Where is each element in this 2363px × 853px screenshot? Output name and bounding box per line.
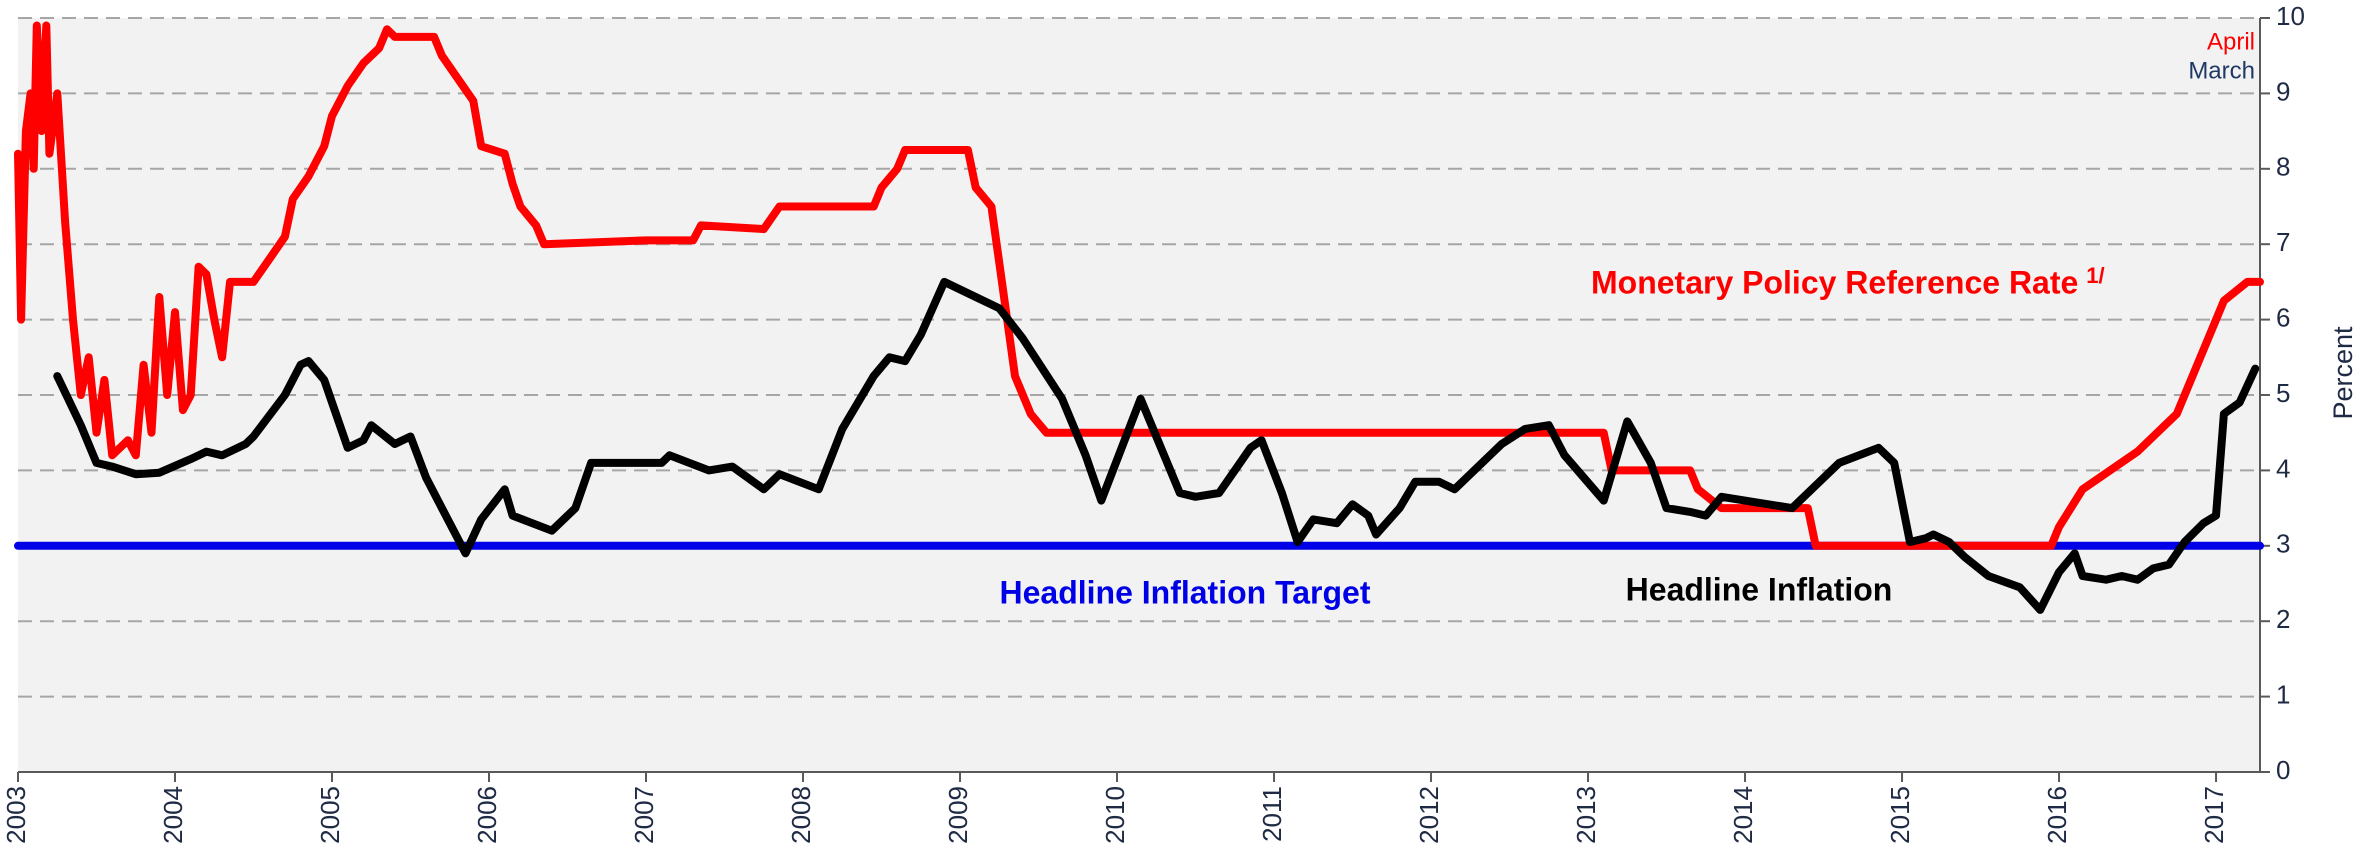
x-tick-label: 2017	[2199, 786, 2229, 844]
y-tick-label: 4	[2276, 453, 2290, 483]
x-tick-label: 2003	[1, 786, 31, 844]
y-tick-label: 10	[2276, 1, 2305, 31]
x-tick-label: 2011	[1257, 786, 1287, 842]
x-tick-label: 2012	[1414, 786, 1444, 844]
plot-area	[18, 18, 2260, 772]
y-tick-label: 0	[2276, 755, 2290, 785]
x-tick-label: 2015	[1885, 786, 1915, 844]
legend-note: April	[2207, 28, 2255, 55]
y-tick-label: 7	[2276, 227, 2290, 257]
y-tick-label: 3	[2276, 529, 2290, 559]
x-tick-label: 2010	[1100, 786, 1130, 844]
series-label: Headline Inflation	[1626, 571, 1893, 607]
y-tick-label: 8	[2276, 152, 2290, 182]
x-tick-label: 2004	[158, 786, 188, 844]
y-tick-label: 1	[2276, 679, 2290, 709]
x-tick-label: 2009	[943, 786, 973, 844]
x-tick-label: 2005	[315, 786, 345, 844]
y-tick-label: 5	[2276, 378, 2290, 408]
y-tick-label: 2	[2276, 604, 2290, 634]
x-tick-label: 2016	[2042, 786, 2072, 844]
series-label: Monetary Policy Reference Rate	[1591, 264, 2078, 300]
x-tick-label: 2008	[786, 786, 816, 844]
series-line	[53, 277, 2260, 614]
legend-note: March	[2188, 57, 2255, 84]
x-tick-label: 2006	[472, 786, 502, 844]
series-line	[14, 21, 2264, 550]
footnote-mark: 1/	[2086, 263, 2104, 288]
x-tick-label: 2014	[1728, 786, 1758, 844]
y-axis-label: Percent	[2328, 326, 2358, 420]
y-tick-label: 6	[2276, 302, 2290, 332]
x-tick-label: 2007	[629, 786, 659, 844]
series-label: Headline Inflation Target	[1000, 574, 1371, 610]
y-tick-label: 9	[2276, 76, 2290, 106]
x-tick-label: 2013	[1571, 786, 1601, 844]
